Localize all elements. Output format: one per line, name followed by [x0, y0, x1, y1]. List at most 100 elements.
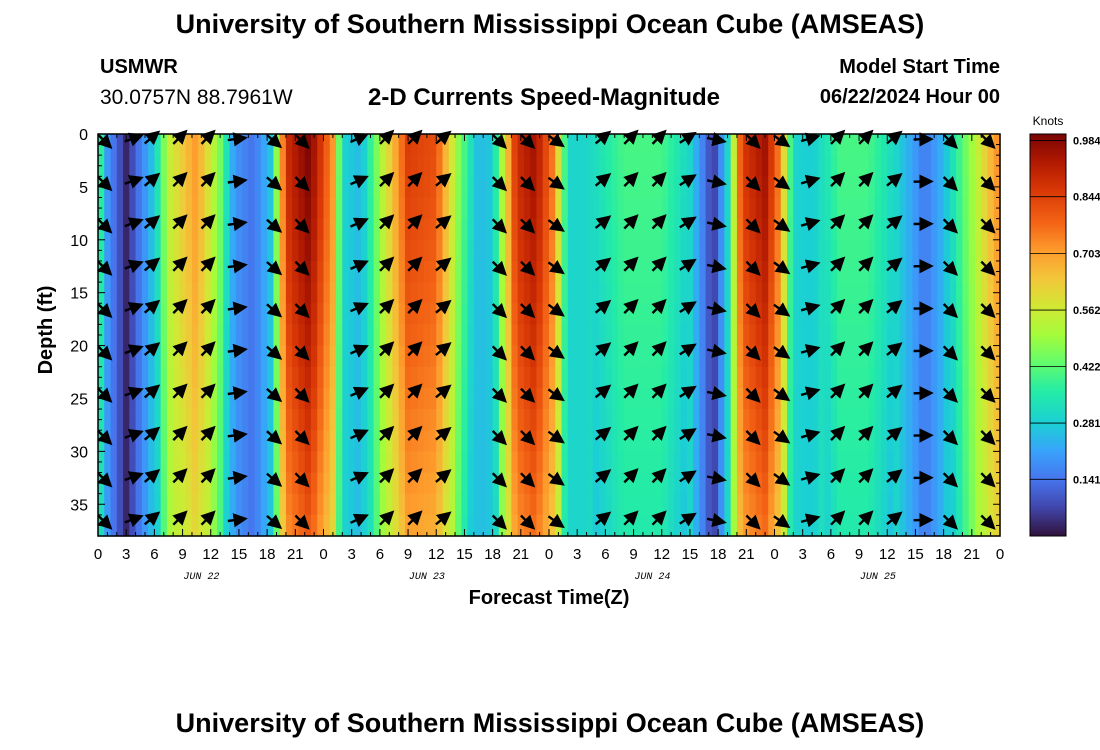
- heatmap-cell: [699, 366, 707, 389]
- heatmap-cell: [173, 514, 181, 537]
- heatmap-cell: [336, 514, 343, 537]
- current-arrow: [379, 129, 395, 145]
- heatmap-cell: [229, 366, 237, 389]
- heatmap-cell: [755, 239, 763, 262]
- heatmap-cell: [605, 472, 613, 495]
- heatmap-cell: [761, 493, 769, 516]
- heatmap-cell: [392, 493, 400, 516]
- heatmap-cell: [398, 303, 406, 326]
- heatmap-cell: [624, 324, 632, 347]
- heatmap-cell: [555, 324, 563, 347]
- heatmap-cell: [793, 197, 801, 220]
- heatmap-cell: [210, 366, 218, 389]
- heatmap-cell: [630, 493, 638, 516]
- heatmap-cell: [699, 282, 707, 304]
- heatmap-cell: [855, 303, 863, 326]
- heatmap-cell: [599, 451, 606, 474]
- heatmap-cell: [141, 197, 149, 220]
- current-arrow: [172, 510, 188, 526]
- heatmap-cell: [486, 345, 494, 368]
- heatmap-cell: [787, 451, 794, 474]
- heatmap-cell: [229, 409, 237, 431]
- heatmap-cell: [962, 409, 970, 431]
- heatmap-cell: [924, 387, 932, 410]
- current-arrow: [379, 298, 395, 315]
- heatmap-cell: [361, 197, 368, 220]
- heatmap-cell: [254, 472, 262, 495]
- heatmap-cell: [561, 324, 569, 347]
- heatmap-cell: [104, 409, 112, 431]
- heatmap-cell: [317, 134, 325, 156]
- heatmap-cell: [549, 493, 556, 516]
- heatmap-cell: [761, 324, 769, 347]
- current-arrow: [745, 345, 761, 361]
- heatmap-cell: [818, 472, 826, 495]
- heatmap-cell: [310, 387, 318, 410]
- heatmap-cell: [818, 239, 826, 262]
- heatmap-cell: [429, 514, 437, 537]
- current-arrow: [980, 133, 996, 149]
- heatmap-cell: [248, 282, 256, 304]
- heatmap-cell: [611, 260, 619, 283]
- heatmap-cell: [843, 451, 851, 474]
- heatmap-cell: [361, 155, 368, 177]
- heatmap-cell: [373, 239, 381, 262]
- current-arrow: [651, 425, 667, 442]
- heatmap-cell: [123, 282, 130, 304]
- heatmap-cell: [693, 282, 700, 304]
- heatmap-cell: [317, 493, 325, 516]
- heatmap-cell: [511, 239, 519, 262]
- current-arrow: [706, 216, 727, 231]
- heatmap-cell: [530, 239, 538, 262]
- heatmap-cell: [949, 366, 957, 389]
- heatmap-cell: [793, 514, 801, 537]
- heatmap-cell: [523, 409, 531, 431]
- heatmap-cell: [248, 303, 256, 326]
- current-arrow: [435, 384, 452, 400]
- heatmap-cell: [561, 387, 569, 410]
- heatmap-cell: [724, 197, 732, 220]
- heatmap-cell: [461, 239, 469, 262]
- heatmap-cell: [511, 260, 519, 283]
- heatmap-cell: [849, 514, 857, 537]
- current-arrow: [227, 428, 248, 443]
- heatmap-cell: [830, 218, 838, 241]
- heatmap-cell: [248, 493, 256, 516]
- heatmap-cell: [937, 493, 945, 516]
- heatmap-cell: [949, 176, 957, 199]
- x-tick-label: 0: [996, 546, 1004, 563]
- heatmap-cell: [110, 387, 118, 410]
- heatmap-cell: [630, 176, 638, 199]
- heatmap-cell: [711, 176, 719, 199]
- heatmap-cell: [693, 387, 700, 410]
- heatmap-cell: [498, 239, 506, 262]
- heatmap-cell: [135, 239, 143, 262]
- heatmap-cell: [530, 134, 538, 156]
- heatmap-cell: [793, 134, 801, 156]
- heatmap-cell: [931, 260, 938, 283]
- heatmap-cell: [235, 239, 243, 262]
- heatmap-cell: [505, 282, 513, 304]
- current-arrow: [266, 471, 283, 487]
- heatmap-cell: [824, 493, 832, 516]
- current-arrow: [886, 215, 903, 230]
- current-arrow: [706, 174, 727, 189]
- heatmap-cell: [718, 134, 725, 156]
- heatmap-cell: [843, 155, 851, 177]
- heatmap-cell: [880, 218, 888, 241]
- heatmap-cell: [429, 493, 437, 516]
- heatmap-cell: [448, 303, 456, 326]
- heatmap-cell: [805, 155, 813, 177]
- heatmap-cell: [655, 493, 663, 516]
- current-arrow: [830, 214, 846, 230]
- heatmap-cell: [292, 282, 300, 304]
- heatmap-cell: [774, 155, 782, 177]
- heatmap-cell: [141, 260, 149, 283]
- heatmap-cell: [724, 260, 732, 283]
- heatmap-cell: [480, 430, 487, 452]
- heatmap-cell: [292, 409, 300, 431]
- heatmap-cell: [874, 472, 882, 495]
- heatmap-cell: [599, 282, 606, 304]
- heatmap-cell: [711, 155, 719, 177]
- heatmap-cell: [642, 260, 650, 283]
